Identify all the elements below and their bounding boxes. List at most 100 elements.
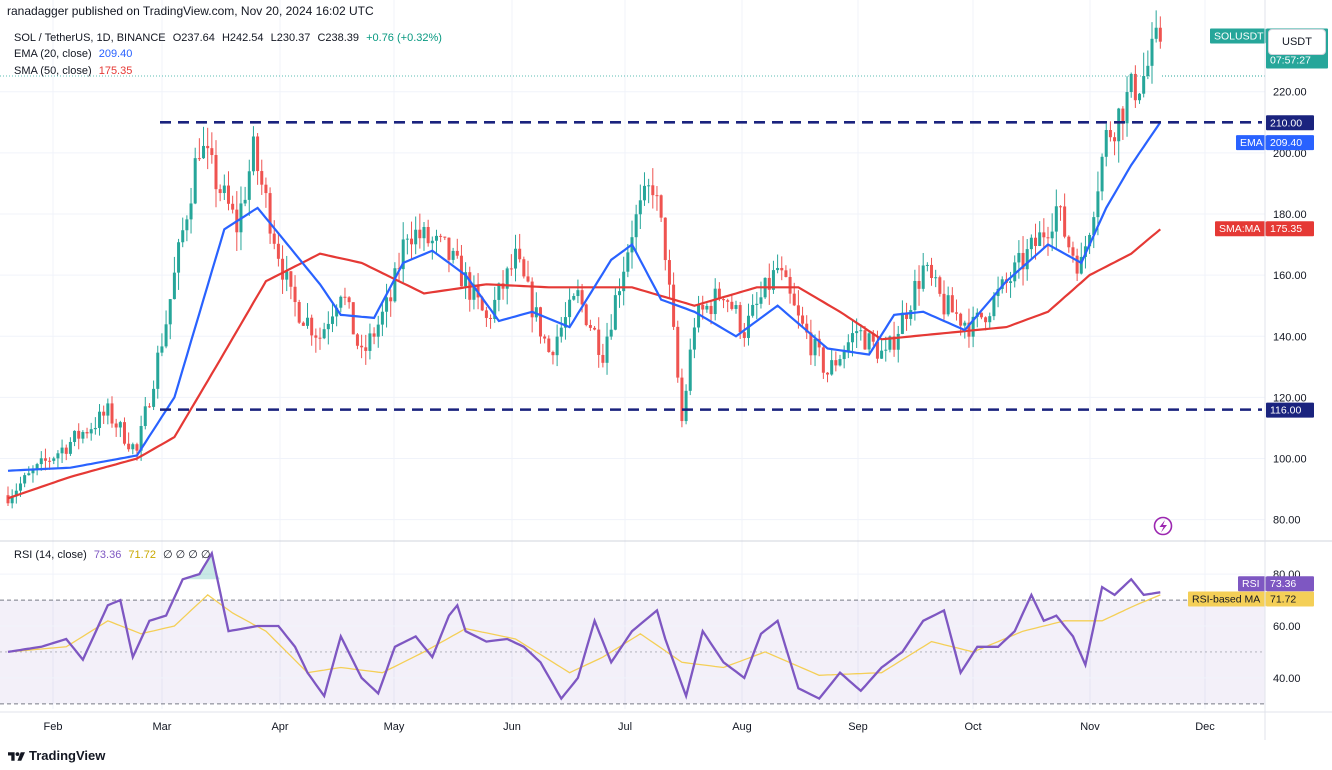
candle-body: [268, 193, 272, 234]
candle-body: [1046, 237, 1050, 239]
rsi-legend[interactable]: RSI (14, close) 73.36 71.72 ∅ ∅ ∅ ∅: [14, 548, 211, 561]
candle-body: [422, 226, 426, 239]
candle-body: [934, 277, 938, 279]
candle-body: [493, 299, 497, 319]
candle-body: [705, 305, 709, 310]
sma-name-tag-text: SMA:MA: [1219, 223, 1260, 235]
rsi-legend-label: RSI (14, close): [14, 549, 87, 561]
candle-body: [905, 312, 909, 319]
month-label: Aug: [732, 721, 752, 733]
candle-body: [335, 307, 339, 317]
candle-body: [568, 299, 572, 318]
candle-body: [218, 189, 222, 194]
candle-body: [930, 264, 934, 278]
candle-body: [1050, 231, 1054, 239]
candle-body: [830, 360, 834, 375]
candle-body: [813, 338, 817, 356]
candle-body: [222, 185, 226, 194]
candle-body: [522, 259, 526, 277]
candle-body: [942, 293, 946, 315]
candle-body: [709, 305, 713, 315]
candle-body: [23, 475, 27, 484]
sma-50-line: [7, 228, 1162, 500]
candle-body: [1025, 249, 1029, 270]
candle-body: [464, 272, 468, 287]
candle-body: [900, 312, 904, 334]
price-tick-label: 140.00: [1273, 331, 1307, 343]
last-price-symbol-tag-bg: [1210, 28, 1266, 44]
candle-body: [451, 250, 455, 260]
ema-value-tag-text: 209.40: [1270, 137, 1302, 149]
candle-body: [992, 296, 996, 317]
candle-body: [110, 403, 114, 424]
candle-body: [672, 284, 676, 327]
candle-body: [742, 332, 746, 338]
candle-body: [193, 158, 197, 204]
tradingview-logo[interactable]: TradingView: [8, 748, 105, 763]
candle-body: [863, 330, 867, 350]
resistance-level-tag-text: 210.00: [1270, 117, 1302, 129]
candle-body: [85, 432, 89, 434]
price-tick-label: 200.00: [1273, 148, 1307, 160]
candle-body: [826, 372, 830, 375]
tradingview-logo-text: TradingView: [29, 748, 106, 763]
candle-body: [842, 351, 846, 360]
candle-body: [318, 337, 322, 339]
candle-body: [601, 354, 605, 363]
candle-body: [256, 136, 260, 172]
candle-body: [202, 145, 206, 159]
candle-body: [1125, 92, 1129, 124]
candle-body: [39, 458, 43, 465]
candle-body: [1117, 108, 1121, 142]
candle-body: [114, 423, 118, 428]
symbol-legend[interactable]: SOL / TetherUS, 1D, BINANCE O237.64 H242…: [14, 32, 442, 44]
candle-body: [896, 333, 900, 350]
candle-body: [796, 305, 800, 316]
candle-body: [18, 483, 22, 491]
candle-body: [60, 447, 64, 454]
candle-body: [1075, 255, 1079, 274]
candle-body: [497, 283, 501, 300]
candle-body: [347, 297, 351, 303]
candle-body: [563, 317, 567, 328]
candle-body: [838, 359, 842, 366]
chart-canvas[interactable]: 80.00 100.00 120.00 140.00 160.00 180.00 200.0…: [0, 0, 1332, 740]
candle-body: [355, 334, 359, 346]
candle-body: [1071, 247, 1075, 256]
ema-legend[interactable]: EMA (20, close) 209.40: [14, 48, 132, 60]
candle-body: [443, 236, 447, 238]
currency-selector[interactable]: USDT: [1268, 29, 1326, 55]
candle-body: [243, 199, 247, 204]
candle-body: [73, 430, 77, 442]
candle-body: [701, 304, 705, 310]
sma-value-tag-bg: [1266, 221, 1314, 237]
candle-body: [64, 447, 68, 454]
candle-body: [551, 352, 555, 356]
candle-body: [226, 185, 230, 204]
resistance-level-tag-bg: [1266, 115, 1314, 131]
candle-body: [888, 336, 892, 350]
candle-body: [1113, 137, 1117, 142]
candle-body: [385, 297, 389, 312]
candle-body: [297, 302, 301, 323]
publisher-line: ranadagger published on TradingView.com,…: [7, 4, 374, 18]
candle-body: [285, 271, 289, 280]
candle-body: [647, 185, 651, 187]
candle-body: [713, 288, 717, 315]
candle-body: [734, 305, 738, 309]
rsi-ma-value-tag-bg: [1266, 591, 1314, 607]
candle-body: [576, 290, 580, 297]
rsi-ma-line: [7, 594, 1161, 676]
sma-legend[interactable]: SMA (50, close) 175.35: [14, 65, 132, 77]
ema-legend-label: EMA (20, close): [14, 48, 92, 60]
lightning-icon[interactable]: [1153, 516, 1173, 536]
candle-body: [880, 350, 884, 359]
candle-body: [35, 464, 39, 470]
candle-body: [755, 303, 759, 305]
candle-body: [1138, 93, 1142, 101]
candle-body: [368, 333, 372, 351]
rsi-value-tag-text: 73.36: [1270, 578, 1296, 590]
candle-body: [293, 286, 297, 303]
candle-body: [322, 329, 326, 339]
candle-body: [613, 295, 617, 330]
